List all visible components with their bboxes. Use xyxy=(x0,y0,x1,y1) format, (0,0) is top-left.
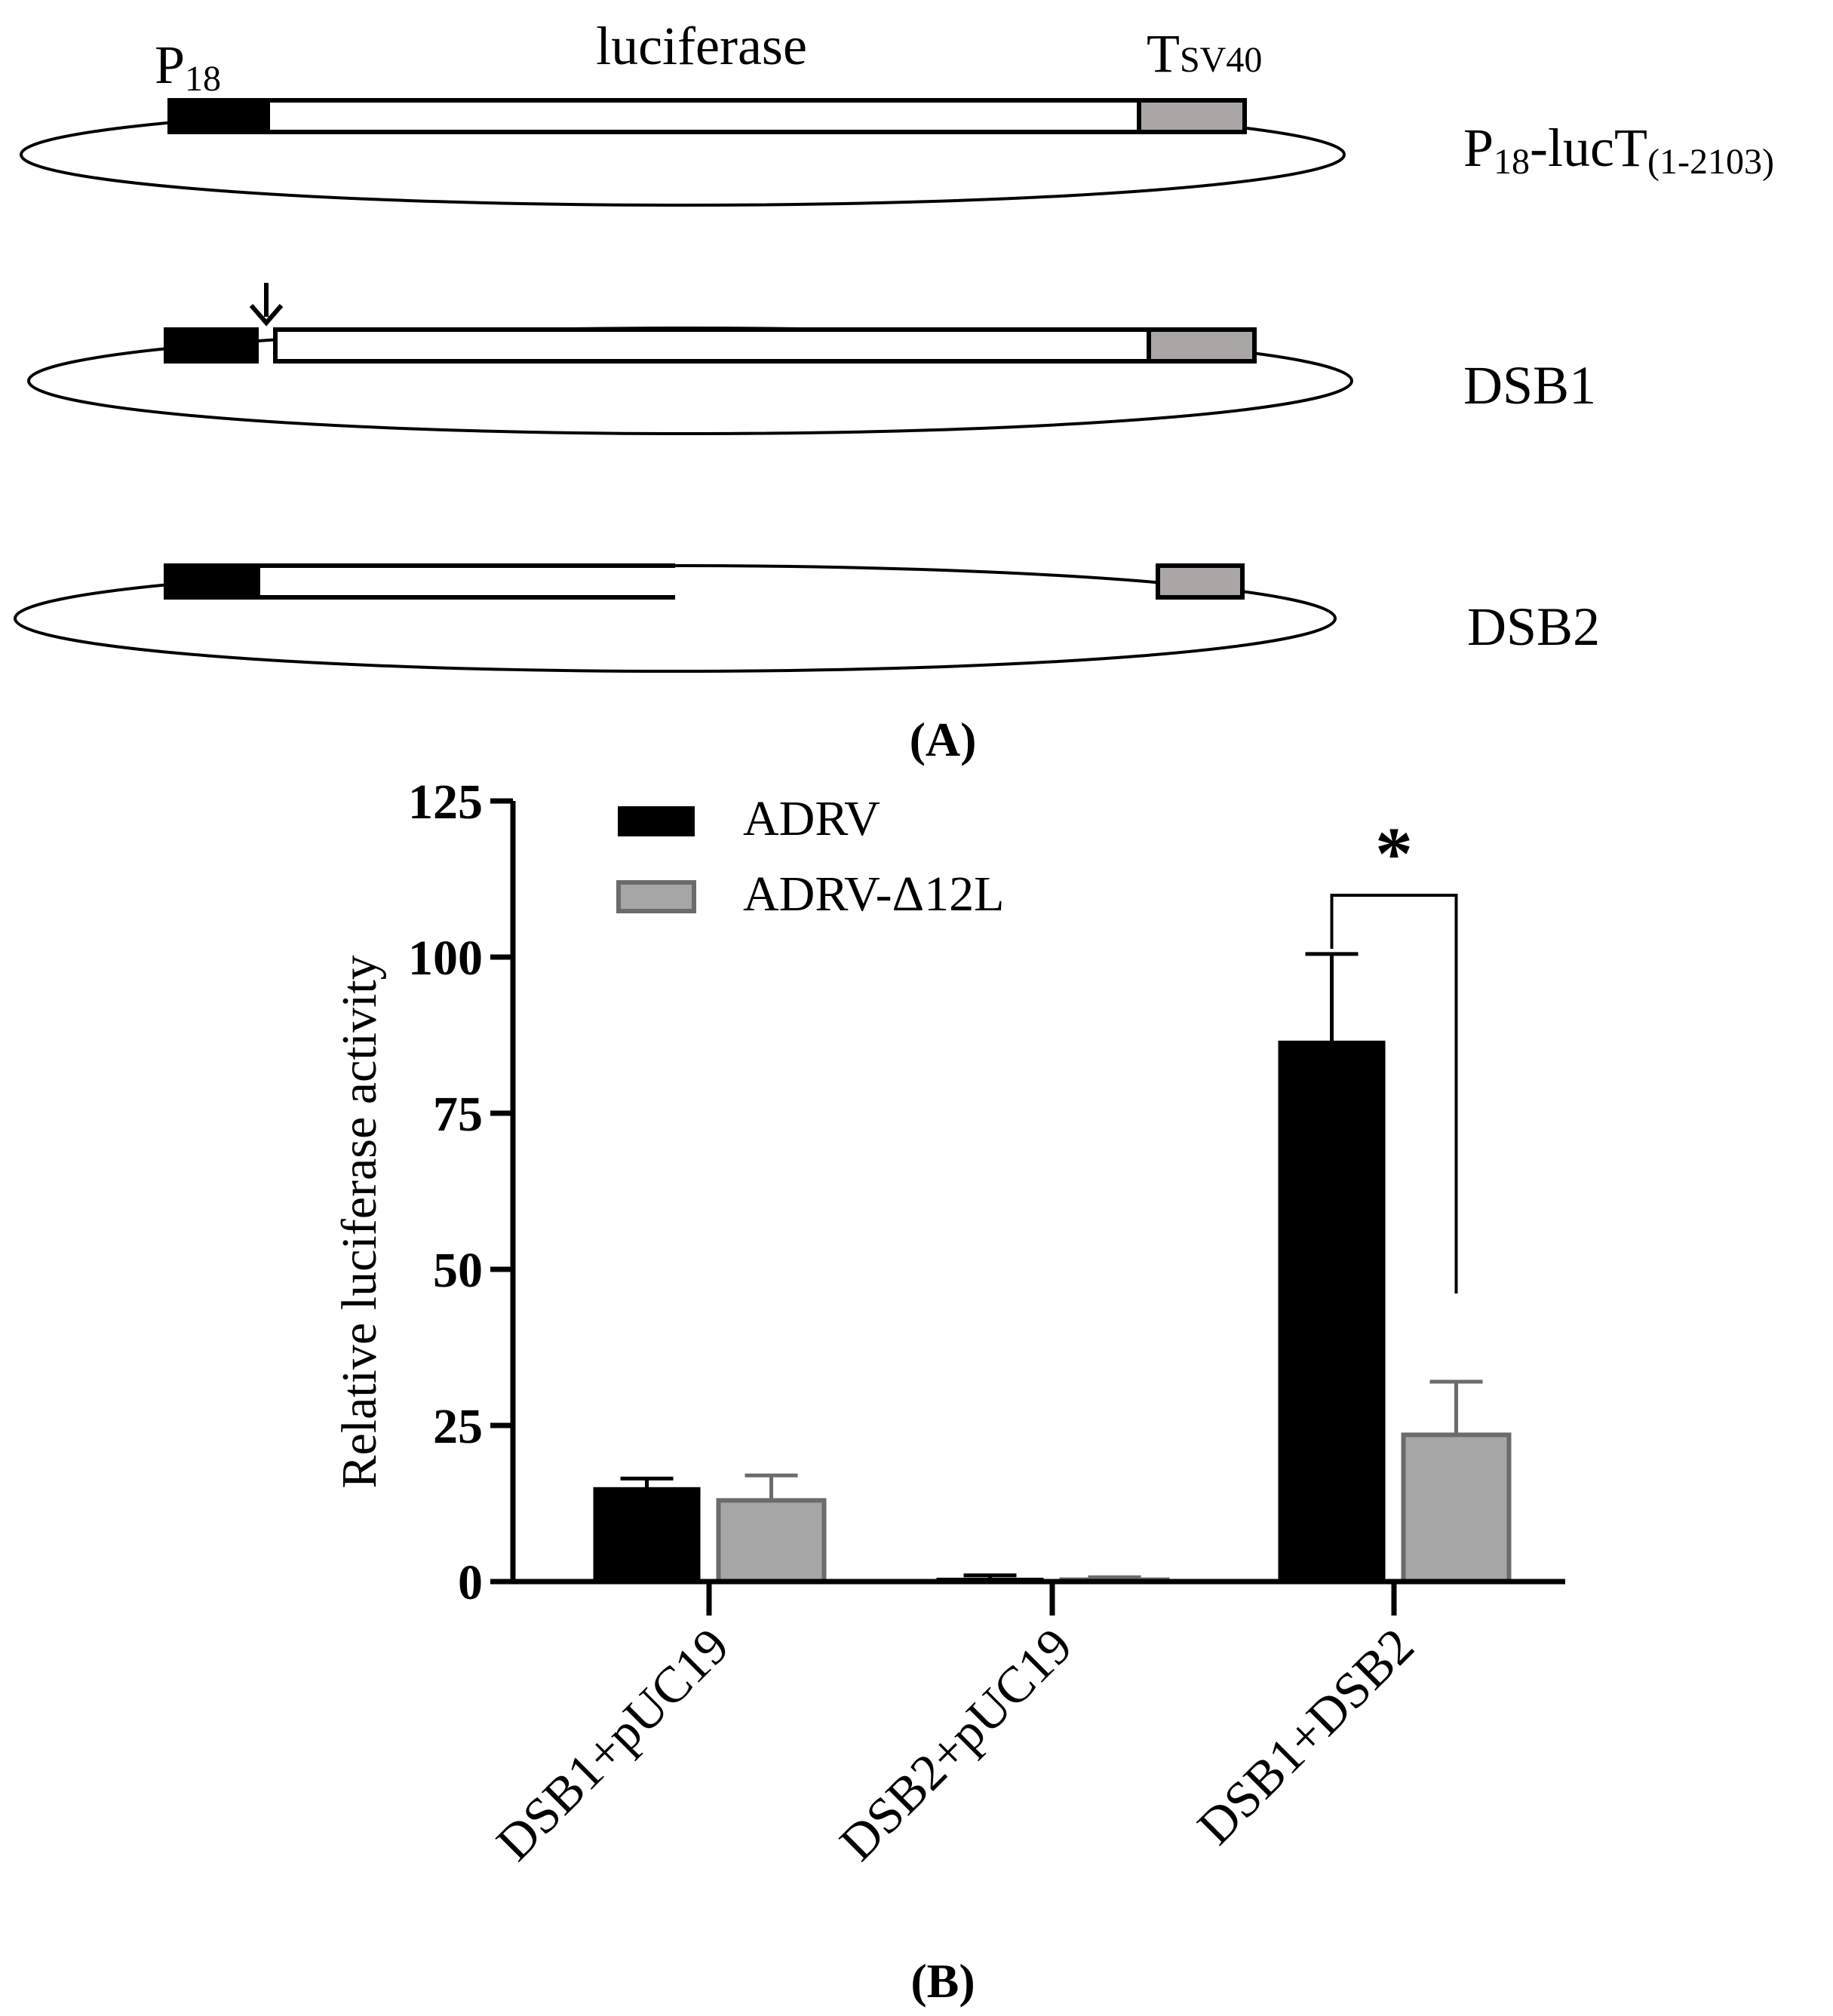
bars xyxy=(593,952,1512,1585)
terminator-box xyxy=(1156,563,1245,600)
construct-p18-lucT: P18 luciferase TSV40 P18-lucT(1-2103) xyxy=(20,16,1774,207)
gene-label: luciferase xyxy=(596,16,807,76)
promoter-box xyxy=(164,563,263,600)
promoter-box xyxy=(164,327,259,364)
legend-swatch xyxy=(616,880,696,913)
bar xyxy=(1401,1432,1512,1585)
luciferase-fragment xyxy=(260,563,675,600)
panel-a: P18 luciferase TSV40 P18-lucT(1-2103) DS… xyxy=(14,16,1774,766)
construct-name: DSB1 xyxy=(1463,355,1596,416)
construct-name: DSB2 xyxy=(1467,597,1600,657)
x-tick-label: DSB1+DSB2 xyxy=(1187,1617,1425,1855)
significance-star: * xyxy=(1375,812,1413,895)
panel-a-label: (A) xyxy=(910,713,977,766)
luciferase-box xyxy=(273,327,1151,364)
panel-b-chart: 0 25 50 75 100 125 DSB1+pUC19 DSB2+pUC19 DSB1+D… xyxy=(332,775,1565,2008)
bar xyxy=(593,1487,701,1583)
construct-name: P18-lucT(1-2103) xyxy=(1463,118,1774,182)
legend-label: ADRV xyxy=(743,791,880,846)
y-tick-label: 125 xyxy=(408,775,483,830)
terminator-label: TSV40 xyxy=(1147,23,1262,84)
x-tick-label: DSB1+pUC19 xyxy=(485,1617,739,1871)
y-tick-label: 25 xyxy=(433,1399,483,1454)
promoter-label: P18 xyxy=(155,35,221,99)
bracket-line xyxy=(1330,894,1458,1293)
y-tick-label: 0 xyxy=(458,1555,483,1610)
break-arrow-icon xyxy=(249,283,284,327)
legend-swatch xyxy=(618,806,695,836)
x-tick-label: DSB2+pUC19 xyxy=(828,1617,1082,1871)
construct-dsb2: DSB2 xyxy=(14,563,1600,673)
significance-bracket: * xyxy=(1330,812,1458,1293)
construct-dsb1: DSB1 xyxy=(27,283,1596,435)
terminator-box xyxy=(1147,327,1257,364)
legend: ADRV ADRV-Δ12L xyxy=(616,791,1004,922)
legend-label: ADRV-Δ12L xyxy=(743,867,1004,922)
bar xyxy=(1278,1040,1386,1582)
promoter-box xyxy=(167,98,270,134)
terminator-box xyxy=(1137,98,1247,134)
panel-b-label: (B) xyxy=(910,1954,975,2008)
bar xyxy=(716,1498,827,1584)
y-axis-title: Relative luciferase activity xyxy=(332,955,387,1488)
y-tick-label: 50 xyxy=(433,1243,483,1298)
luciferase-box xyxy=(266,98,1141,134)
y-tick-label: 100 xyxy=(408,931,483,986)
y-axis: 0 25 50 75 100 125 xyxy=(408,775,516,1610)
x-axis: DSB1+pUC19 DSB2+pUC19 DSB1+DSB2 xyxy=(485,1579,1565,1871)
y-tick-label: 75 xyxy=(433,1087,483,1142)
